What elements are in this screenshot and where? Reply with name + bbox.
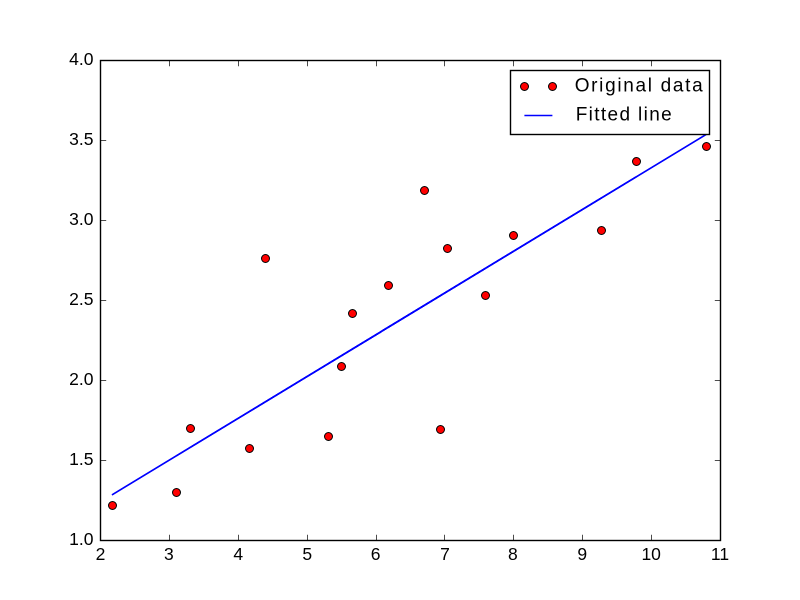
svg-text:2: 2: [96, 544, 106, 564]
svg-text:1.5: 1.5: [69, 449, 93, 469]
svg-text:Original data: Original data: [575, 76, 703, 97]
svg-text:5: 5: [302, 544, 312, 564]
svg-text:7: 7: [440, 544, 450, 564]
svg-text:8: 8: [508, 544, 518, 564]
svg-text:4: 4: [233, 544, 243, 564]
svg-text:1.0: 1.0: [69, 529, 94, 549]
svg-text:2.5: 2.5: [69, 289, 93, 309]
svg-text:3.5: 3.5: [69, 129, 93, 149]
svg-text:9: 9: [577, 544, 587, 564]
svg-text:3: 3: [164, 544, 174, 564]
svg-text:10: 10: [641, 544, 661, 564]
svg-text:4.0: 4.0: [69, 49, 94, 69]
svg-text:3.0: 3.0: [69, 209, 94, 229]
svg-text:6: 6: [371, 544, 381, 564]
svg-text:Fitted line: Fitted line: [576, 105, 672, 126]
svg-text:2.0: 2.0: [69, 369, 94, 389]
svg-text:11: 11: [711, 544, 729, 564]
